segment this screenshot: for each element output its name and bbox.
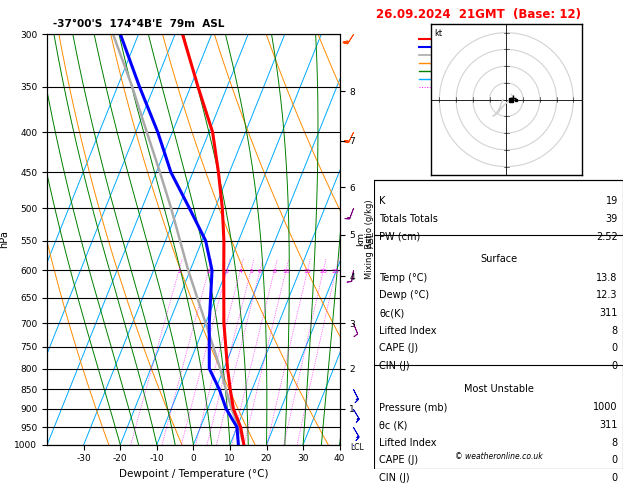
- Text: 6: 6: [258, 269, 262, 274]
- Text: CIN (J): CIN (J): [379, 473, 410, 483]
- Text: © weatheronline.co.uk: © weatheronline.co.uk: [455, 451, 542, 461]
- Y-axis label: hPa: hPa: [0, 230, 9, 248]
- Text: Totals Totals: Totals Totals: [379, 214, 438, 224]
- X-axis label: Dewpoint / Temperature (°C): Dewpoint / Temperature (°C): [119, 469, 268, 479]
- Text: K: K: [379, 196, 386, 206]
- Legend: Temperature, Dewpoint, Parcel Trajectory, Dry Adiabat, Wet Adiabat, Isotherm, Mi: Temperature, Dewpoint, Parcel Trajectory…: [416, 34, 497, 93]
- Text: Most Unstable: Most Unstable: [464, 383, 533, 394]
- Text: -37°00'S  174°4B'E  79m  ASL: -37°00'S 174°4B'E 79m ASL: [53, 19, 225, 30]
- Text: 0: 0: [611, 344, 618, 353]
- Text: Lifted Index: Lifted Index: [379, 326, 437, 336]
- Text: 311: 311: [599, 308, 618, 318]
- Text: LCL: LCL: [350, 443, 364, 452]
- Text: Temp (°C): Temp (°C): [379, 273, 428, 282]
- Text: 39: 39: [606, 214, 618, 224]
- Text: 25: 25: [332, 269, 340, 274]
- Text: PW (cm): PW (cm): [379, 231, 420, 242]
- Text: CIN (J): CIN (J): [379, 361, 410, 371]
- Text: 8: 8: [272, 269, 276, 274]
- Text: 13.8: 13.8: [596, 273, 618, 282]
- Text: kt: kt: [435, 29, 442, 38]
- Text: Mixing Ratio (g/kg): Mixing Ratio (g/kg): [365, 200, 374, 279]
- Text: 8: 8: [611, 326, 618, 336]
- Text: 311: 311: [599, 420, 618, 430]
- Text: CAPE (J): CAPE (J): [379, 344, 418, 353]
- Text: 5: 5: [249, 269, 253, 274]
- Text: 0: 0: [611, 473, 618, 483]
- Text: 0: 0: [611, 455, 618, 466]
- Text: CAPE (J): CAPE (J): [379, 455, 418, 466]
- Text: Dewp (°C): Dewp (°C): [379, 290, 430, 300]
- Text: 10: 10: [282, 269, 290, 274]
- Text: 1000: 1000: [593, 402, 618, 412]
- Text: 19: 19: [606, 196, 618, 206]
- Text: Lifted Index: Lifted Index: [379, 438, 437, 448]
- Text: Pressure (mb): Pressure (mb): [379, 402, 448, 412]
- Text: 26.09.2024  21GMT  (Base: 12): 26.09.2024 21GMT (Base: 12): [376, 8, 581, 21]
- Text: 8: 8: [611, 438, 618, 448]
- Text: 2.52: 2.52: [596, 231, 618, 242]
- Text: 20: 20: [320, 269, 327, 274]
- Text: 1: 1: [177, 269, 181, 274]
- Text: Surface: Surface: [480, 254, 517, 264]
- Text: θᴄ(K): θᴄ(K): [379, 308, 404, 318]
- Y-axis label: km
ASL: km ASL: [357, 231, 376, 248]
- Text: 4: 4: [238, 269, 242, 274]
- Text: 12.3: 12.3: [596, 290, 618, 300]
- Text: 2: 2: [206, 269, 211, 274]
- Text: 0: 0: [611, 361, 618, 371]
- Text: 15: 15: [304, 269, 311, 274]
- Text: 3: 3: [225, 269, 229, 274]
- Bar: [374, 180, 623, 469]
- Text: θᴄ (K): θᴄ (K): [379, 420, 408, 430]
